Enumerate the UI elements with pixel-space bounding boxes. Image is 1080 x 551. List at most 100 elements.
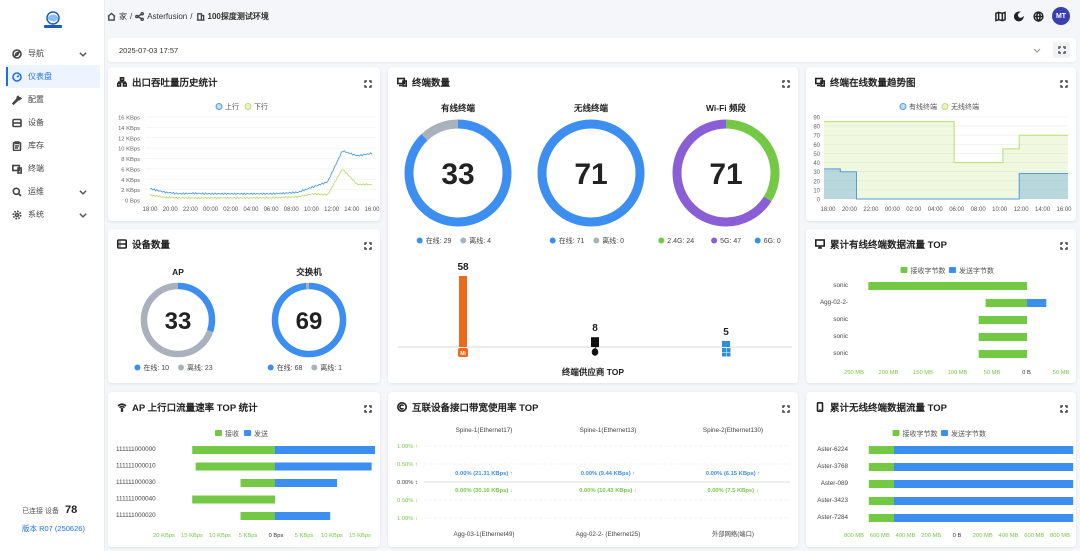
card-title: 累计无线终端数据流量 TOP xyxy=(815,400,947,414)
card-title: 终端在线数量趋势图 xyxy=(815,75,916,89)
sidebar-item-4[interactable]: 库存 xyxy=(6,134,100,157)
throughput-chart: 上行 下行 16 KBps 14 KBps 12 KBps 10 KBps 8 KBps 6 … xyxy=(118,102,380,213)
online-trend-title: 终端在线数量趋势图 xyxy=(830,78,916,89)
breadcrumb-site[interactable]: 100探度测试环境 xyxy=(207,12,269,21)
bar-接收 xyxy=(195,462,275,471)
y-tick-label: 0.50% ↓ xyxy=(397,498,418,504)
y-tick-label: 0.50% ↑ xyxy=(397,462,418,468)
devices-card: 设备数量 AP 33 在线: 10 离线: 23 交换机 69 在线: 68 离线: 1 xyxy=(108,229,380,383)
expand-icon xyxy=(1060,242,1068,250)
expand-button[interactable] xyxy=(1060,237,1068,250)
chevron-down-icon[interactable] xyxy=(1032,45,1042,55)
trend-legend-label: 有线终端 xyxy=(909,102,937,111)
sidebar-item-label: 设备 xyxy=(28,118,44,127)
card-title: 设备数量 xyxy=(117,237,170,251)
expand-button[interactable] xyxy=(782,75,790,88)
expand-button[interactable] xyxy=(364,400,372,413)
breadcrumb-org[interactable]: Asterfusion xyxy=(147,12,188,21)
throughput-legend-swatch xyxy=(215,103,223,110)
dark-mode-icon[interactable] xyxy=(1014,10,1025,22)
svg-wired-legend-label: 发送字节数 xyxy=(959,266,994,275)
asterfusion-logo[interactable] xyxy=(42,9,64,31)
devices-title: 设备数量 xyxy=(132,240,171,251)
wired-traffic-title: 累计有线终端数据流量 TOP xyxy=(830,240,947,251)
expand-button[interactable] xyxy=(364,237,372,250)
bar-接收字节数 xyxy=(868,480,894,488)
fullscreen-button[interactable] xyxy=(1053,42,1070,58)
sidebar-item-6[interactable]: 运维 xyxy=(6,180,100,203)
bandwidth-title: 互联设备接口带宽使用率 TOP xyxy=(412,403,539,414)
x-tick-label: 50 MB xyxy=(984,370,1001,376)
sidebar-item-label: 系统 xyxy=(28,210,44,219)
sidebar-item-0[interactable]: 导航 xyxy=(6,42,100,65)
category-label: 111111000020 xyxy=(116,512,156,519)
windows-icon xyxy=(726,352,731,357)
wireless-traffic-chart: 接收字节数 发送字节数 Aster-6224 Aster-3768 Aster-089 A… xyxy=(817,429,1074,539)
ring-legend-1-label: 离线: 0 xyxy=(602,236,624,245)
bottom-interface-label: Agg-02-2- (Ethernet25) xyxy=(576,531,641,538)
devices-icon xyxy=(12,164,22,174)
expand-button[interactable] xyxy=(1060,400,1068,413)
terminals-card: 终端数量 有线终端 33 在线: 29 离线: 4 无线终端 71 在线: 71 离线: 0 W… xyxy=(388,67,798,383)
expand-button[interactable] xyxy=(364,75,372,88)
card-title: 互联设备接口带宽使用率 TOP xyxy=(397,400,539,414)
y-tick-label: 2 KBps xyxy=(121,188,140,194)
ring-1-segment xyxy=(537,119,645,227)
y-tick-label: 90 xyxy=(813,116,820,122)
globe-icon[interactable] xyxy=(1033,10,1044,22)
category-label: sonic xyxy=(833,350,848,357)
ring-legend-1-dot xyxy=(593,237,600,244)
sidebar-item-label: 导航 xyxy=(28,49,44,58)
ring-legend-2-label: 2.4G: 24 xyxy=(667,238,694,245)
expand-button[interactable] xyxy=(1060,75,1068,88)
y-tick-label: 40 xyxy=(813,161,820,167)
y-tick-label: 0.00% ↕ xyxy=(397,480,418,486)
breadcrumb-home[interactable]: 家 xyxy=(119,12,127,21)
sidebar-item-2[interactable]: 配置 xyxy=(6,88,100,111)
ring-0-segment xyxy=(404,119,512,227)
y-tick-label: 16 KBps xyxy=(118,116,140,122)
svg-ap-legend-label: 接收 xyxy=(225,429,239,438)
bar-接收字节数 xyxy=(868,463,894,471)
chevron-down-icon xyxy=(79,190,87,195)
ring-legend-1-dot xyxy=(549,237,556,244)
throughput-legend-swatch xyxy=(244,103,252,110)
home-icon xyxy=(107,12,116,21)
fullscreen-icon xyxy=(1057,46,1066,54)
expand-icon xyxy=(364,80,372,88)
series-line-上行 xyxy=(150,150,373,196)
trend-legend-label: 无线终端 xyxy=(951,102,979,111)
breadcrumb-sep: / xyxy=(190,12,193,21)
expand-button[interactable] xyxy=(782,400,790,413)
x-tick-label: 600 MB xyxy=(1024,533,1044,539)
mi-icon xyxy=(458,348,468,357)
bar-接收 xyxy=(240,512,275,520)
map-icon[interactable] xyxy=(995,10,1006,22)
category-label: Agg-02-2- xyxy=(820,299,848,306)
device-legend-1-label: 在线: 68 xyxy=(277,363,303,372)
wired-traffic-card: 累计有线终端数据流量 TOP 接收字节数 发送字节数 sonic Agg-02-2- s… xyxy=(806,229,1076,383)
category-label: 111111000010 xyxy=(116,463,156,470)
y-tick-label: 1.00% ↓ xyxy=(397,516,418,522)
y-tick-label: 1.00% ↑ xyxy=(397,444,418,450)
sidebar-item-5[interactable]: 终端 xyxy=(6,157,100,180)
ring-legend-2-dot xyxy=(658,237,665,244)
sidebar-item-3[interactable]: 设备 xyxy=(6,111,100,134)
y-tick-label: 60 xyxy=(813,143,820,149)
connected-count: 78 xyxy=(64,504,78,516)
ap-uplink-chart: 接收 发送 111111000000 111111000010 111111000030… xyxy=(116,429,376,539)
share-icon xyxy=(135,12,145,21)
x-tick-label: 10:00 xyxy=(992,207,1008,213)
expand-icon xyxy=(364,242,372,250)
x-tick-label: 10 KBps xyxy=(321,533,343,539)
network-icon xyxy=(117,77,127,87)
category-label: sonic xyxy=(833,316,848,323)
user-avatar[interactable]: MT xyxy=(1052,7,1070,25)
category-label: Aster-3768 xyxy=(817,463,848,470)
ring-legend-1-label: 在线: 71 xyxy=(559,236,585,245)
ring-legend-0-dot xyxy=(416,237,423,244)
version-link[interactable]: 版本 R07 (250626) xyxy=(22,524,85,533)
sidebar-item-7[interactable]: 系统 xyxy=(6,203,100,226)
sidebar-item-1[interactable]: 仪表盘 xyxy=(6,65,100,88)
up-usage-label: 0.00% (9.44 KBps) ↑ xyxy=(581,471,636,477)
